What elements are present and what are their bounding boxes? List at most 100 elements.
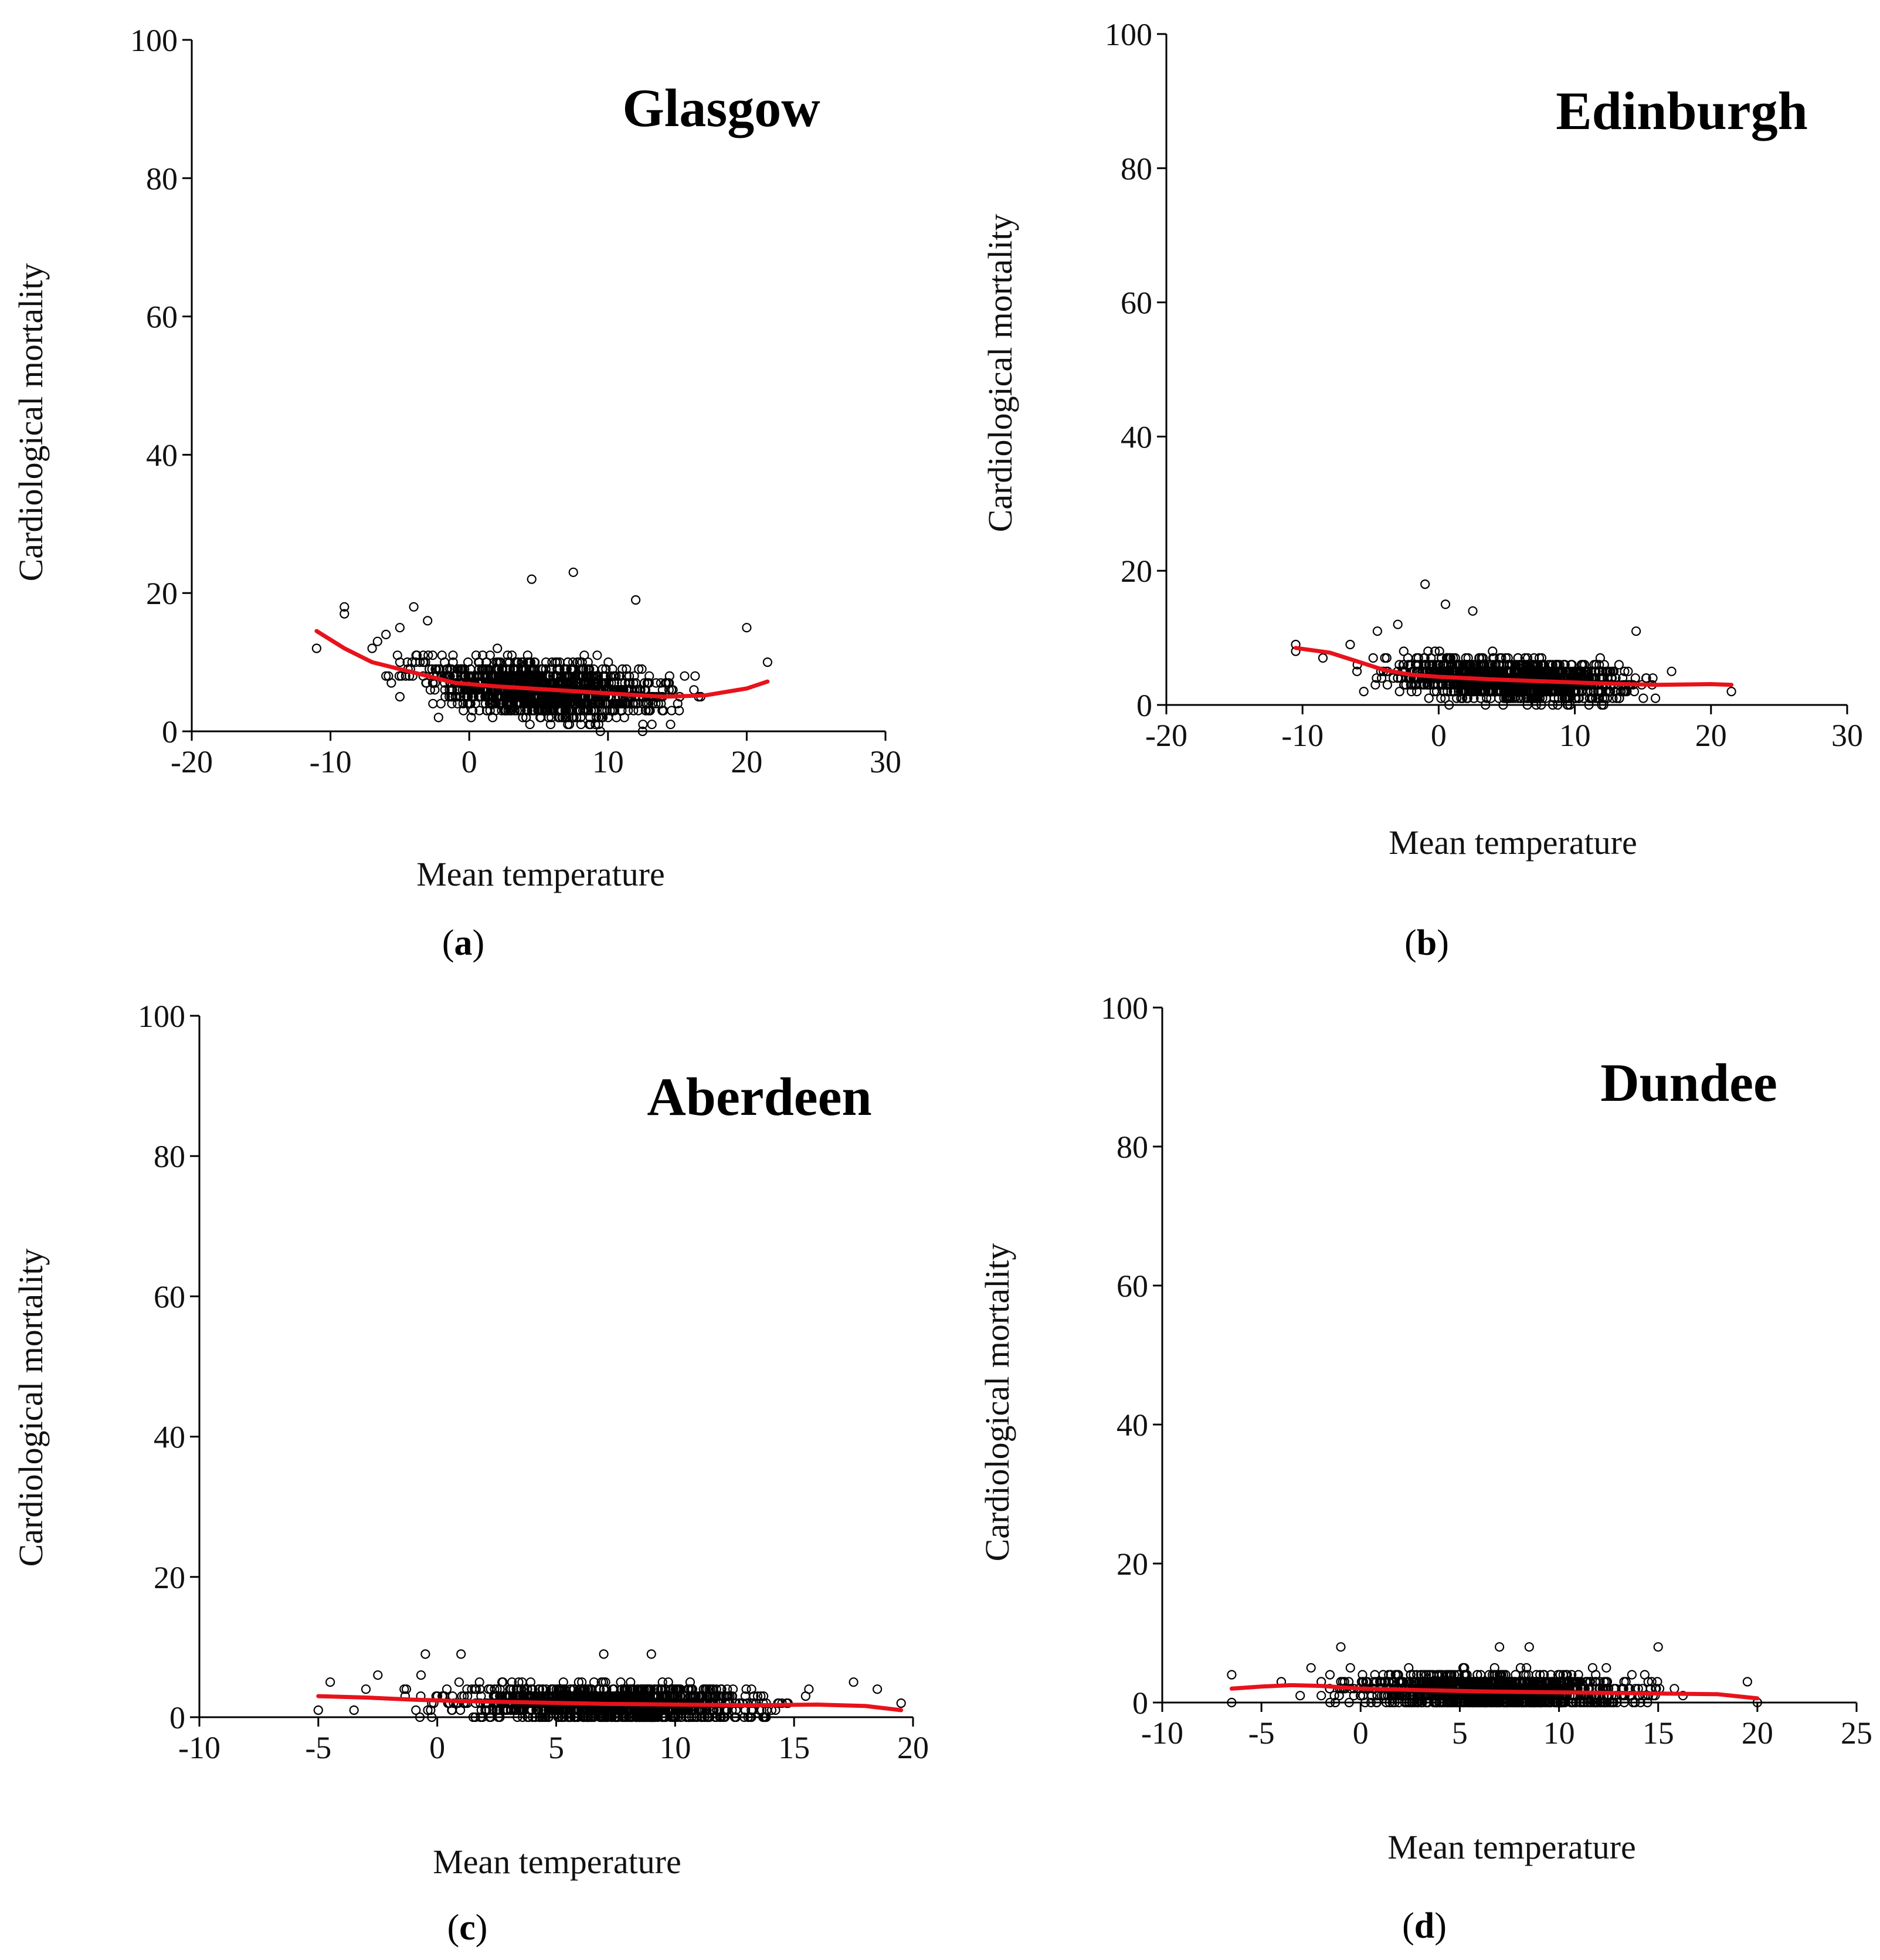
data-point — [1411, 680, 1421, 690]
outlier-point — [340, 609, 349, 619]
data-point — [481, 1705, 491, 1715]
data-point — [628, 698, 638, 708]
data-point — [469, 671, 479, 681]
data-point — [399, 1684, 409, 1694]
data-point — [448, 650, 458, 660]
data-point — [427, 650, 437, 660]
smooth-layer — [316, 1694, 904, 1713]
data-point — [559, 1691, 569, 1701]
data-point — [484, 698, 495, 708]
data-point — [1611, 693, 1622, 703]
data-point — [662, 1691, 672, 1701]
outlier-point — [1345, 639, 1355, 650]
data-point — [572, 1705, 583, 1715]
data-point — [1405, 660, 1415, 670]
data-point — [606, 1691, 616, 1701]
outlier-point — [872, 1684, 883, 1694]
data-point — [503, 650, 513, 660]
outlier-point — [373, 1670, 383, 1680]
outlier-point — [381, 671, 391, 681]
data-point — [514, 1677, 524, 1687]
data-point — [532, 698, 543, 708]
data-point — [395, 657, 405, 667]
data-point — [1627, 1670, 1637, 1680]
y-tick-label: 0 — [169, 1700, 185, 1735]
data-point — [687, 1691, 698, 1701]
data-point — [612, 1691, 622, 1701]
data-point — [568, 657, 578, 667]
data-point — [1601, 1663, 1611, 1673]
data-point — [411, 650, 421, 660]
data-point — [480, 691, 490, 702]
data-point — [471, 650, 481, 660]
outlier-point — [896, 1698, 906, 1708]
data-point — [1477, 666, 1487, 676]
data-point — [1372, 673, 1382, 683]
data-point — [690, 671, 700, 681]
data-point — [1382, 680, 1393, 690]
data-point — [605, 671, 616, 681]
data-point — [526, 1705, 537, 1715]
data-point — [1608, 666, 1619, 676]
data-point — [1295, 1691, 1305, 1701]
outlier-point — [456, 1649, 466, 1659]
data-point — [629, 671, 639, 681]
data-point — [437, 650, 447, 660]
smooth-layer — [1294, 646, 1734, 687]
data-point — [573, 1691, 583, 1701]
x-axis-title: Mean temperature — [1389, 823, 1637, 862]
y-tick-label: 0 — [1136, 688, 1152, 723]
panel-letter: b — [1417, 923, 1437, 963]
x-tick-label: 5 — [548, 1730, 564, 1765]
y-tick-label: 100 — [130, 23, 178, 58]
outlier-point — [762, 657, 773, 667]
outlier-point — [361, 1684, 371, 1694]
data-point — [1399, 660, 1409, 670]
data-point — [480, 698, 491, 708]
y-tick-label: 80 — [1121, 151, 1152, 186]
outlier-point — [325, 1677, 335, 1687]
data-point — [1437, 653, 1447, 663]
data-point — [452, 685, 462, 695]
x-tick-label: 10 — [1559, 718, 1591, 753]
outlier-point — [340, 602, 349, 612]
data-point — [551, 657, 561, 667]
x-tick-label: 15 — [778, 1730, 810, 1765]
outlier-point — [395, 623, 405, 633]
data-point — [578, 698, 588, 708]
chart-title: Edinburgh — [1556, 81, 1808, 141]
outlier-point — [420, 1649, 430, 1659]
data-point — [1566, 660, 1576, 670]
x-tick-label: 0 — [1431, 718, 1447, 753]
data-point — [459, 706, 469, 715]
data-point — [522, 1684, 532, 1694]
data-point — [421, 678, 431, 688]
data-point — [1541, 693, 1551, 703]
data-point — [1412, 686, 1422, 697]
data-point — [508, 671, 518, 681]
data-point — [1614, 660, 1624, 670]
data-point — [554, 1684, 564, 1694]
x-tick-label: -10 — [310, 744, 352, 779]
y-tick-label: 40 — [1121, 419, 1152, 455]
data-point — [470, 1684, 480, 1694]
data-point — [631, 698, 641, 708]
data-point — [664, 671, 674, 681]
data-point — [618, 1691, 628, 1701]
y-tick-label: 20 — [154, 1560, 185, 1595]
data-point — [466, 713, 476, 723]
data-point — [1526, 693, 1536, 703]
data-point — [555, 691, 566, 702]
data-point — [534, 1705, 544, 1715]
data-point — [467, 1684, 477, 1694]
data-point — [1616, 686, 1626, 697]
data-point — [1604, 686, 1614, 697]
data-point — [425, 685, 436, 695]
data-point — [690, 1691, 700, 1701]
y-tick-label: 20 — [146, 576, 178, 611]
data-point — [516, 691, 527, 702]
data-point — [557, 1705, 567, 1715]
